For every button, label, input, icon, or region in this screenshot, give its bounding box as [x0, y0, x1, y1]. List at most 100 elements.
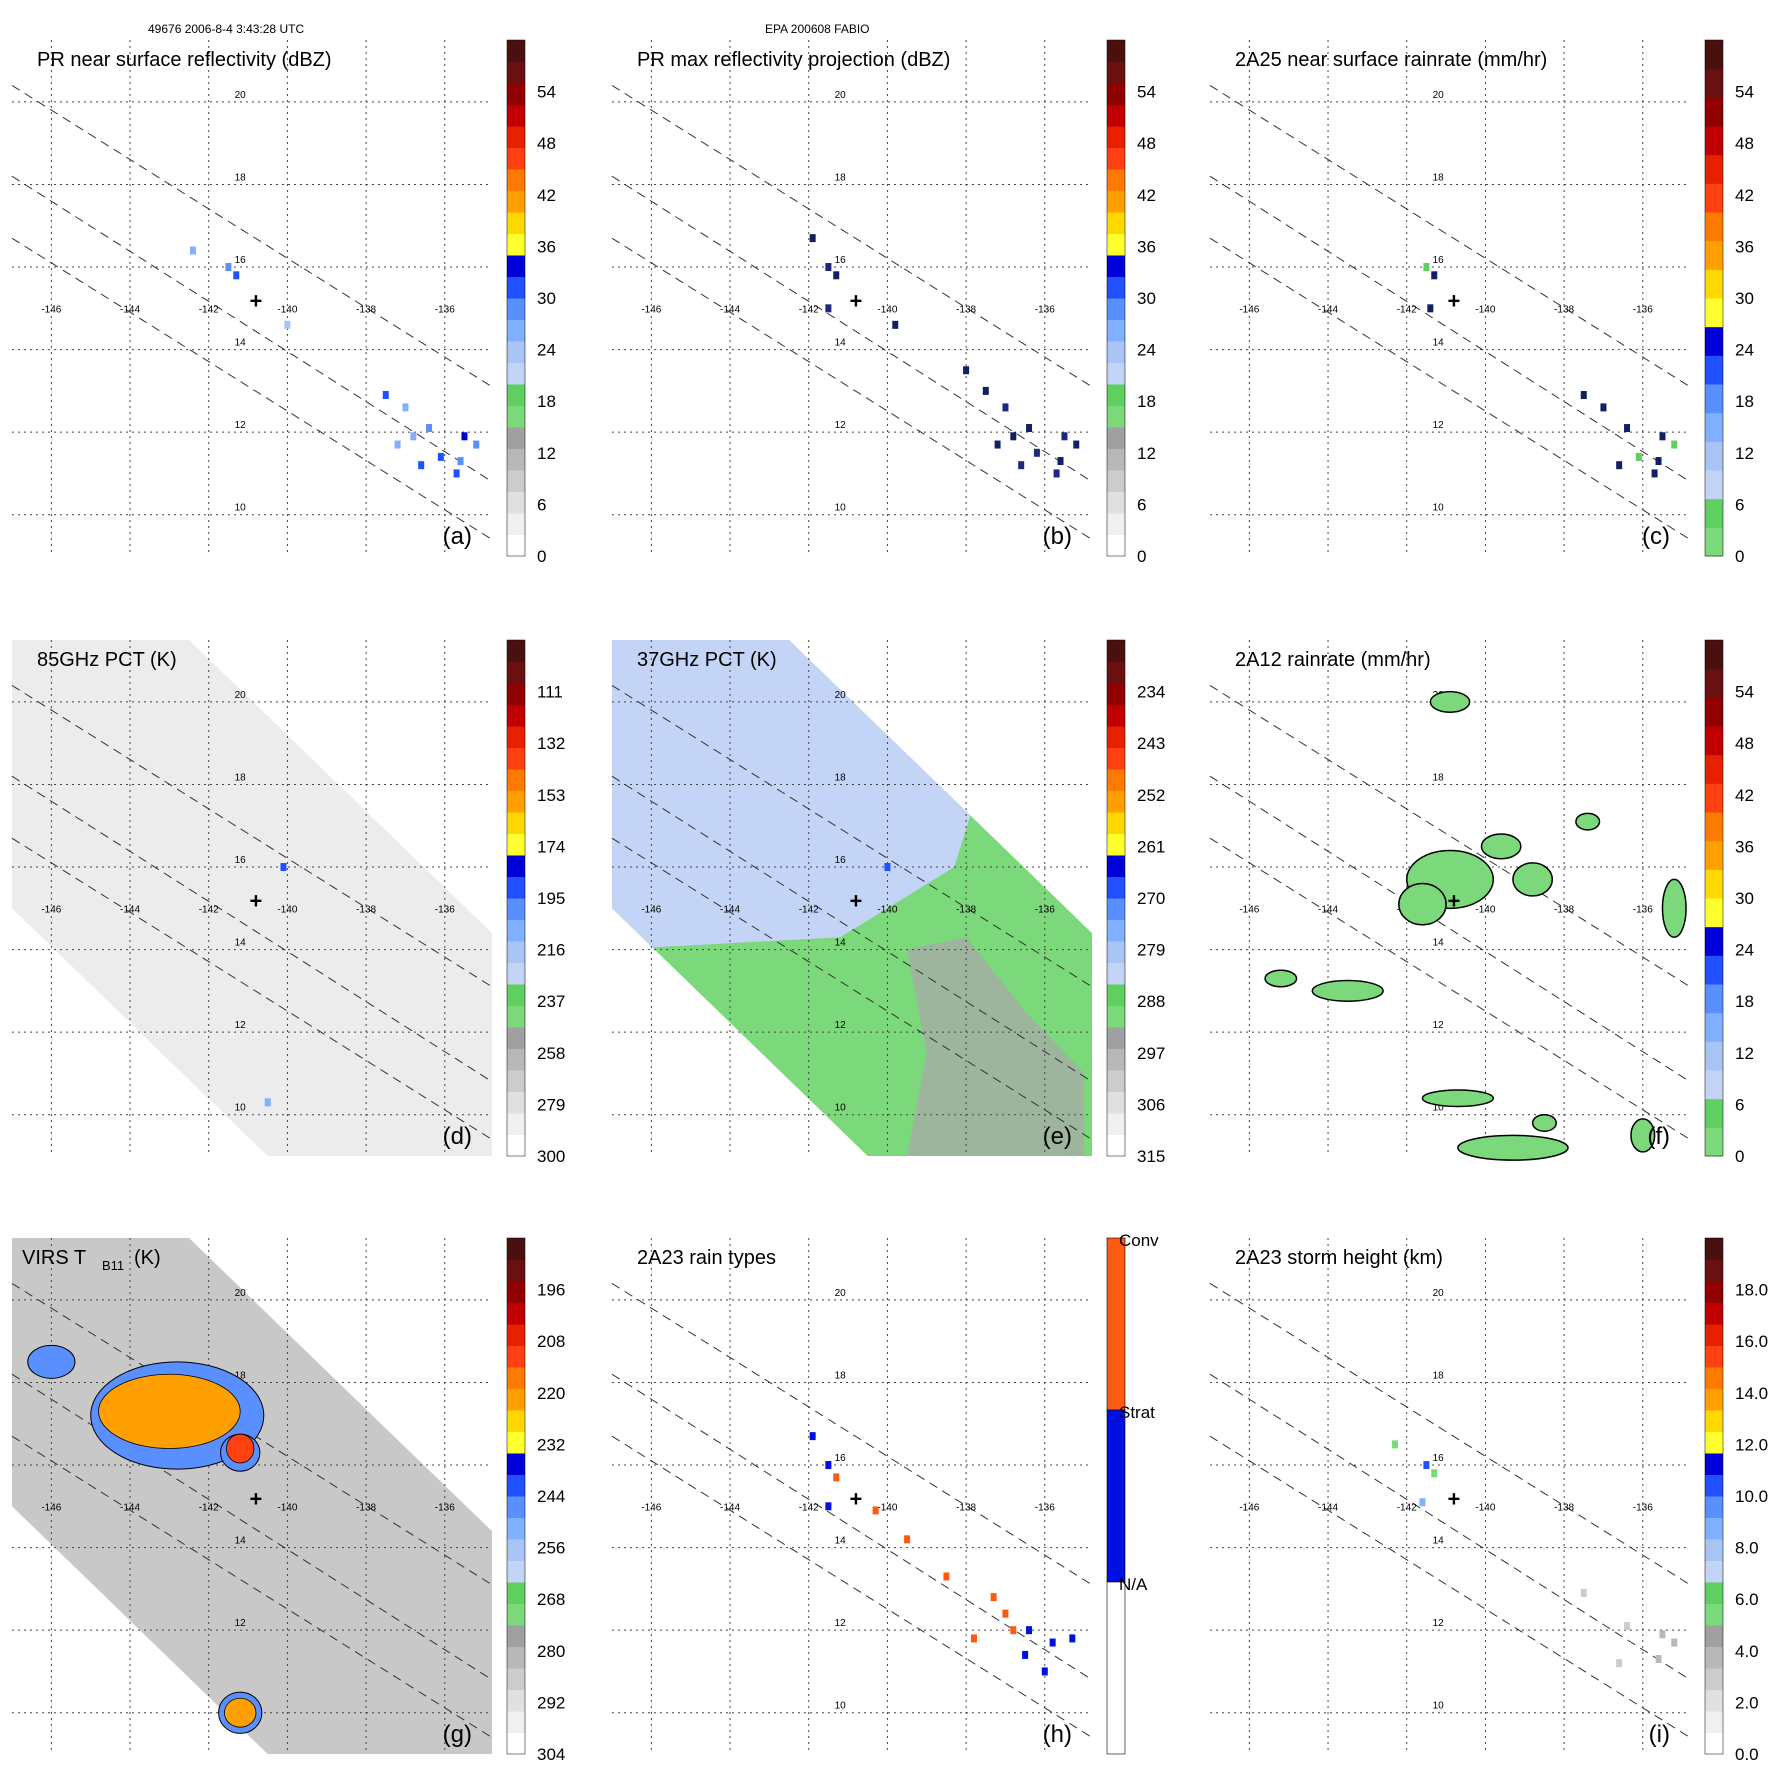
- lat-tick-label: 12: [835, 1020, 847, 1031]
- colorbar-segment: [1705, 269, 1723, 299]
- storm-center-marker: +: [250, 288, 263, 313]
- data-point: [1423, 1461, 1430, 1470]
- figure-header-left: 49676 2006-8-4 3:43:28 UTC: [148, 22, 305, 36]
- colorbar-segment: [507, 1345, 525, 1368]
- rain-blob: [1630, 1118, 1656, 1153]
- lon-tick-label: -138: [356, 1502, 376, 1513]
- colorbar-segment: [1107, 298, 1125, 320]
- colorbar-segment: [1107, 1134, 1125, 1157]
- colorbar-segment: [507, 769, 525, 791]
- colorbar-segment: [1107, 384, 1125, 406]
- panel-b: -146 -144 -142 -140 -138 -136 20 18 16 14 12 10 + PR …: [611, 39, 1156, 566]
- colorbar-segment: [1705, 154, 1723, 184]
- colorbar-segment: [1705, 697, 1723, 727]
- colorbar-tick-label: 244: [537, 1487, 565, 1506]
- colorbar-segment: [1705, 1582, 1723, 1604]
- colorbar-segment: [507, 876, 525, 899]
- lon-tick-label: -136: [435, 904, 455, 915]
- rain-blob: [1421, 1089, 1495, 1108]
- colorbar-tick-label: 6: [1735, 495, 1744, 514]
- lat-tick-label: 14: [1433, 938, 1445, 949]
- colorbar-frame: [506, 39, 526, 557]
- data-point: [1427, 304, 1434, 313]
- colorbar-segment: [1107, 726, 1125, 748]
- colorbar-segment: [1107, 1005, 1125, 1028]
- lon-tick-label: -146: [41, 1502, 61, 1513]
- lon-tick-label: -140: [877, 904, 897, 915]
- colorbar-segment: [1705, 183, 1723, 213]
- colorbar-segment: [507, 1367, 525, 1389]
- lon-tick-label: -140: [277, 904, 297, 915]
- colorbar-tick-label: 0.0: [1735, 1745, 1759, 1764]
- lon-tick-label: -142: [799, 1502, 819, 1513]
- colorbar-frame: [1704, 1237, 1724, 1755]
- colorbar-segment: [507, 1281, 525, 1303]
- colorbar-segment: [507, 1560, 525, 1583]
- colorbar-tick-label: 300: [537, 1147, 565, 1166]
- storm-center-marker: +: [850, 888, 863, 913]
- colorbar-segment: [1705, 1367, 1723, 1389]
- lat-tick-label: 18: [235, 772, 247, 783]
- panel-title-unit: (K): [134, 1247, 161, 1269]
- colorbar-tick-label: 6.0: [1735, 1590, 1759, 1609]
- lat-tick-label: 12: [835, 420, 847, 431]
- data-point: [1671, 1638, 1678, 1647]
- data-point: [1018, 461, 1025, 470]
- colorbar-segment: [507, 833, 525, 856]
- colorbar-segment: [1705, 498, 1723, 528]
- data-point: [402, 403, 409, 412]
- panel-title: 2A23 rain types: [637, 1247, 776, 1269]
- lon-tick-label: -144: [720, 304, 740, 315]
- lon-tick-label: -144: [120, 904, 140, 915]
- colorbar-segment: [507, 61, 525, 84]
- colorbar-segment: [1705, 40, 1723, 70]
- colorbar-segment: [507, 1496, 525, 1518]
- colorbar-segment: [1107, 405, 1125, 428]
- colorbar-segment: [507, 747, 525, 770]
- colorbar-tick-label: 24: [1137, 341, 1156, 360]
- colorbar-segment: [1107, 448, 1125, 471]
- rain-blob: [1398, 882, 1447, 926]
- colorbar-segment: [1106, 1237, 1126, 1411]
- data-point: [1061, 432, 1068, 441]
- lon-tick-label: -136: [435, 1502, 455, 1513]
- lat-tick-label: 12: [1433, 1618, 1445, 1629]
- data-point: [410, 432, 417, 441]
- lat-tick-label: 14: [235, 938, 247, 949]
- data-point: [825, 263, 832, 272]
- swath-edge: [1209, 837, 1691, 1140]
- colorbar-tick-label: 111: [537, 683, 563, 702]
- rain-blob: [1457, 1134, 1569, 1161]
- data-point: [461, 432, 468, 441]
- colorbar-segment: [507, 1238, 525, 1260]
- panel-title: VIRS T: [22, 1247, 86, 1269]
- lat-tick-label: 12: [235, 1618, 247, 1629]
- colorbar-segment: [507, 513, 525, 535]
- swath-edge: [1209, 84, 1691, 388]
- lat-tick-label: 12: [235, 420, 247, 431]
- colorbar-tick-label: 8.0: [1735, 1539, 1759, 1558]
- colorbar-tick-label: 54: [537, 83, 556, 102]
- colorbar-segment: [507, 640, 525, 662]
- colorbar-segment: [1705, 384, 1723, 414]
- colorbar-segment: [1705, 126, 1723, 156]
- data-point: [457, 457, 464, 466]
- colorbar-segment: [507, 1539, 525, 1561]
- data-point: [233, 271, 240, 280]
- colorbar-segment: [1705, 1345, 1723, 1368]
- colorbar-segment: [1705, 955, 1723, 985]
- data-point: [453, 469, 460, 478]
- panel-f: -146-144-142-140-138-136201816141210+2A1…: [1209, 639, 1754, 1166]
- colorbar-segment: [507, 491, 525, 514]
- colorbar-segment: [1107, 962, 1125, 985]
- colorbar-tick-label: 36: [1137, 237, 1156, 256]
- colorbar-tick-label: 18: [1735, 392, 1754, 411]
- data-point: [1624, 424, 1631, 433]
- data-point: [280, 863, 287, 872]
- colorbar-segment: [1705, 441, 1723, 471]
- colorbar-tick-label: 252: [1137, 786, 1165, 805]
- swath-edge: [611, 175, 1093, 483]
- lon-tick-label: -142: [1397, 1502, 1417, 1513]
- data-point: [1655, 1655, 1662, 1664]
- lon-tick-label: -144: [120, 1502, 140, 1513]
